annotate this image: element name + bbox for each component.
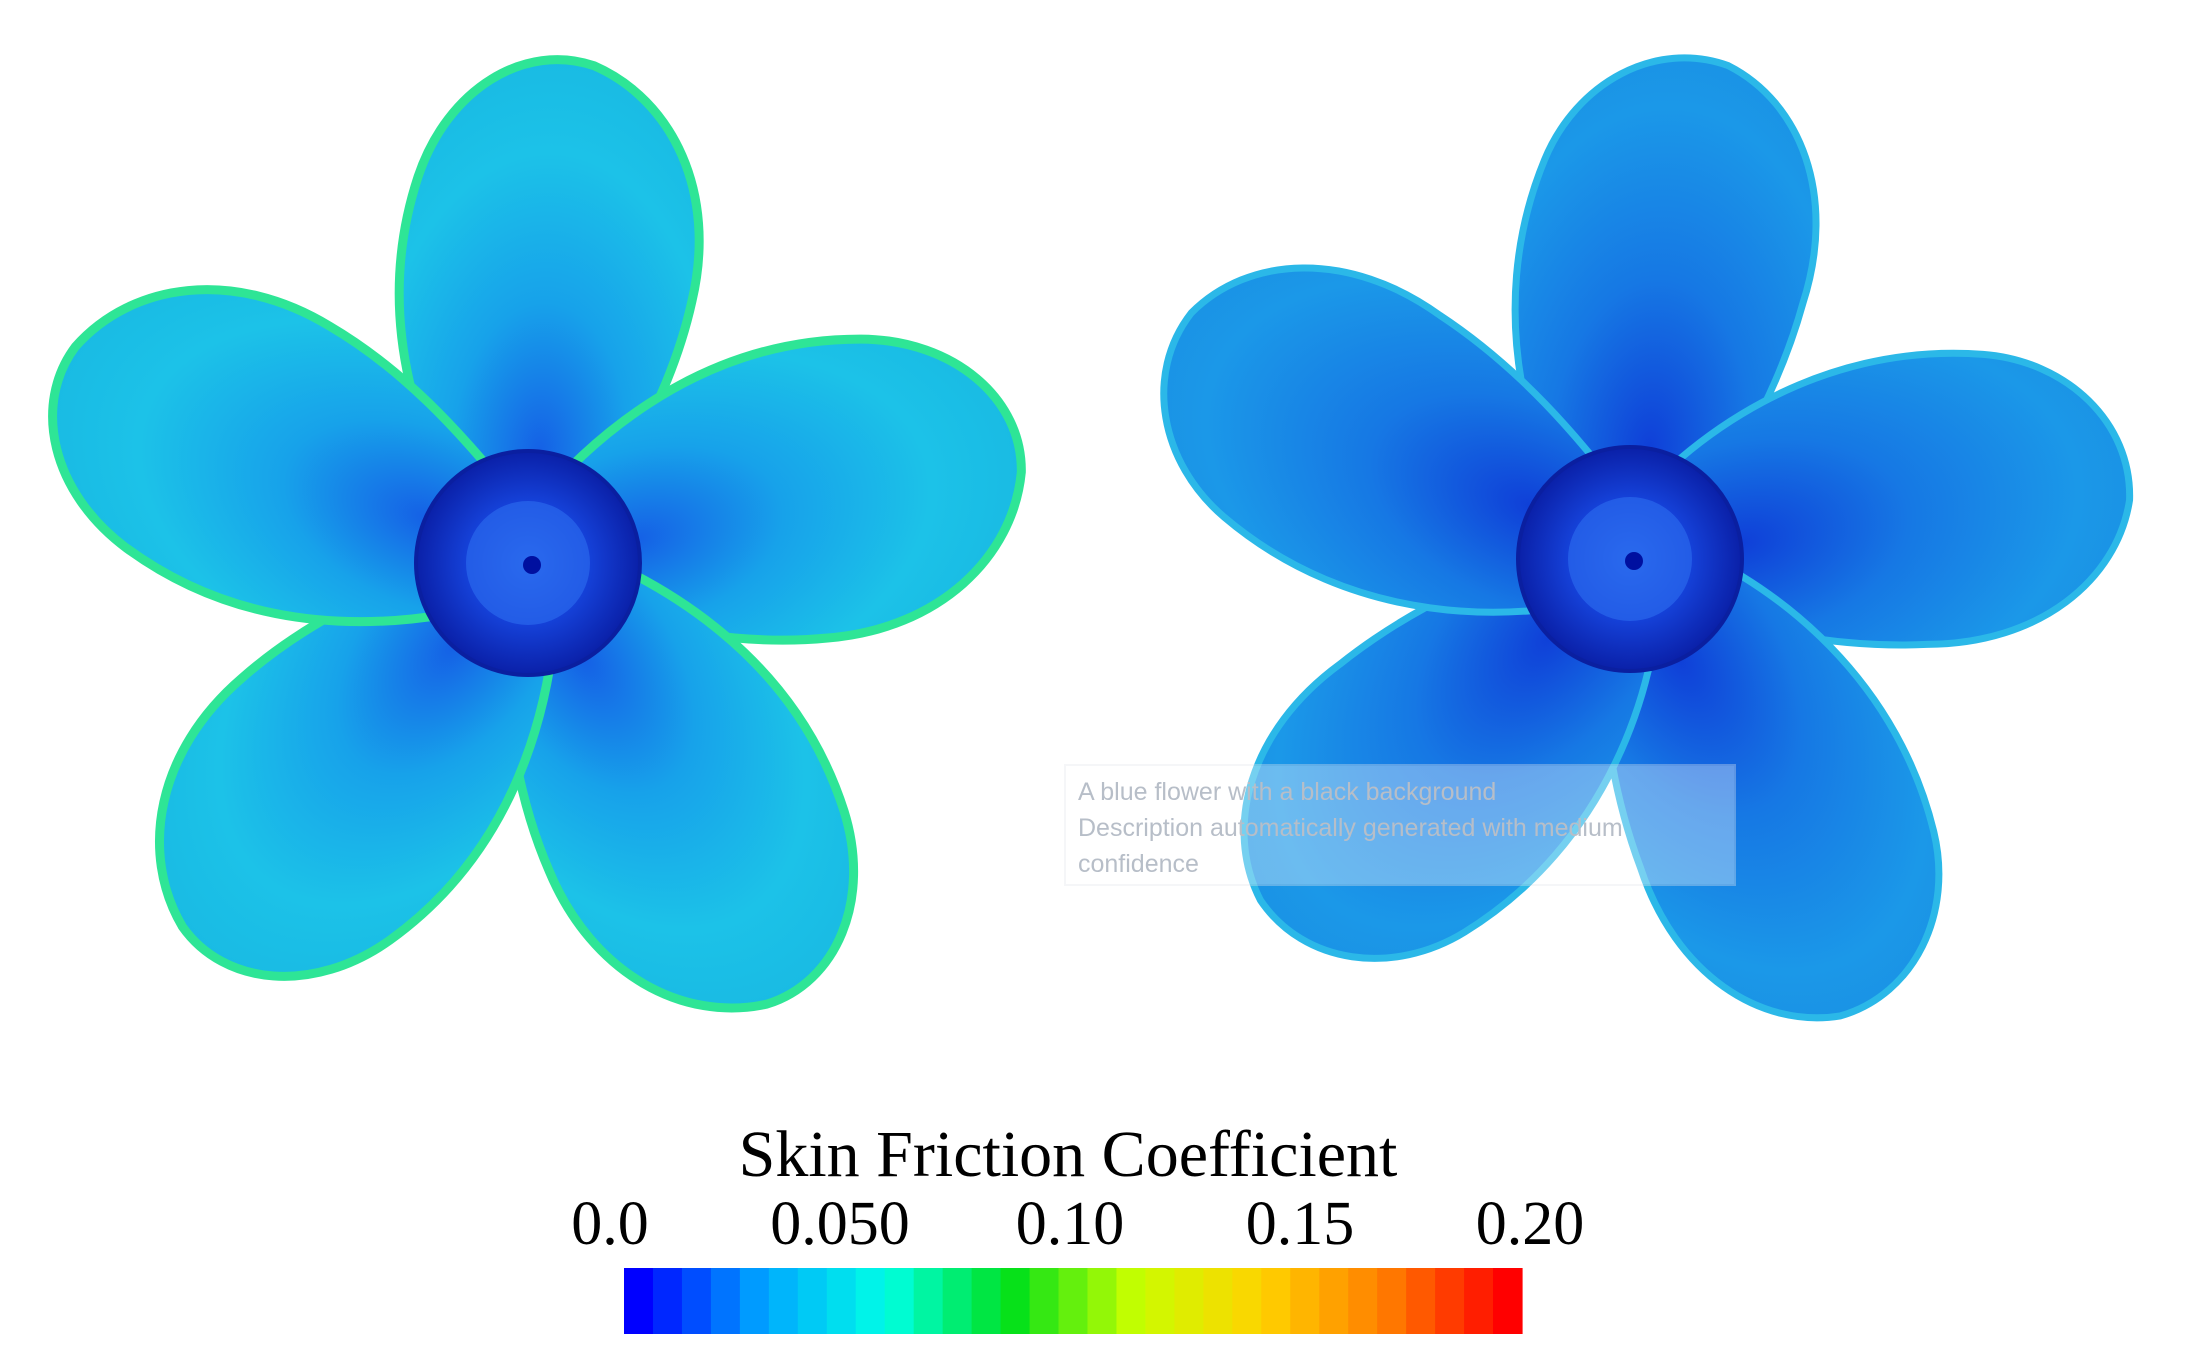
- colorbar-segment: [942, 1268, 973, 1334]
- colorbar-segment: [826, 1268, 857, 1334]
- colorbar-segment: [1087, 1268, 1118, 1334]
- colorbar-segment: [1174, 1268, 1204, 1334]
- colorbar-segment: [1000, 1268, 1031, 1334]
- colorbar-segment: [913, 1268, 944, 1334]
- right-propeller: [1112, 45, 2157, 1073]
- colorbar-segment: [681, 1268, 712, 1334]
- colorbar-title: Skin Friction Coefficient: [739, 1118, 1398, 1191]
- colorbar-segment: [1232, 1268, 1262, 1334]
- alt-text-line-2: Description automatically generated with…: [1078, 814, 1623, 842]
- colorbar-segment: [1029, 1268, 1060, 1334]
- colorbar-segment: [710, 1268, 741, 1334]
- colorbar-tick-label: 0.050: [770, 1190, 910, 1258]
- alt-text-line-1: A blue flower with a black background: [1078, 778, 1496, 806]
- colorbar-tick-labels: 0.0 0.050 0.10 0.15 0.20: [571, 1190, 1584, 1258]
- colorbar-segment: [971, 1268, 1002, 1334]
- colorbar-segment: [652, 1268, 683, 1334]
- colorbar-segment: [1116, 1268, 1147, 1334]
- colorbar-segment: [624, 1268, 654, 1334]
- colorbar-segments: [624, 1268, 1523, 1334]
- colorbar-segment: [768, 1268, 799, 1334]
- colorbar-tick-label: 0.20: [1476, 1190, 1585, 1258]
- colorbar-segment: [855, 1268, 886, 1334]
- colorbar-tick-label: 0.15: [1246, 1190, 1355, 1258]
- colorbar-segment: [1261, 1268, 1291, 1334]
- colorbar-segment: [1493, 1268, 1523, 1334]
- colorbar-segment: [1058, 1268, 1089, 1334]
- colorbar-segment: [1348, 1268, 1378, 1334]
- colorbar-segment: [1145, 1268, 1175, 1334]
- alt-text-line-3: confidence: [1078, 850, 1199, 878]
- colorbar-segment: [797, 1268, 828, 1334]
- colorbar-segment: [1319, 1268, 1349, 1334]
- colorbar-tick-label: 0.0: [571, 1190, 649, 1258]
- colorbar-segment: [1406, 1268, 1436, 1334]
- colorbar-segment: [1290, 1268, 1320, 1334]
- colorbar: Skin Friction Coefficient 0.0 0.050 0.10 0.…: [571, 1118, 1584, 1334]
- colorbar-segment: [1377, 1268, 1407, 1334]
- left-propeller-hub: [414, 449, 642, 677]
- colorbar-segment: [1203, 1268, 1233, 1334]
- right-propeller-hub: [1516, 445, 1744, 673]
- alt-text-overlay: A blue flower with a black background De…: [1064, 764, 1736, 886]
- colorbar-segment: [1464, 1268, 1494, 1334]
- colorbar-tick-label: 0.10: [1016, 1190, 1125, 1258]
- colorbar-segment: [884, 1268, 915, 1334]
- colorbar-segment: [1435, 1268, 1465, 1334]
- left-propeller: [6, 52, 1055, 1070]
- colorbar-segment: [739, 1268, 770, 1334]
